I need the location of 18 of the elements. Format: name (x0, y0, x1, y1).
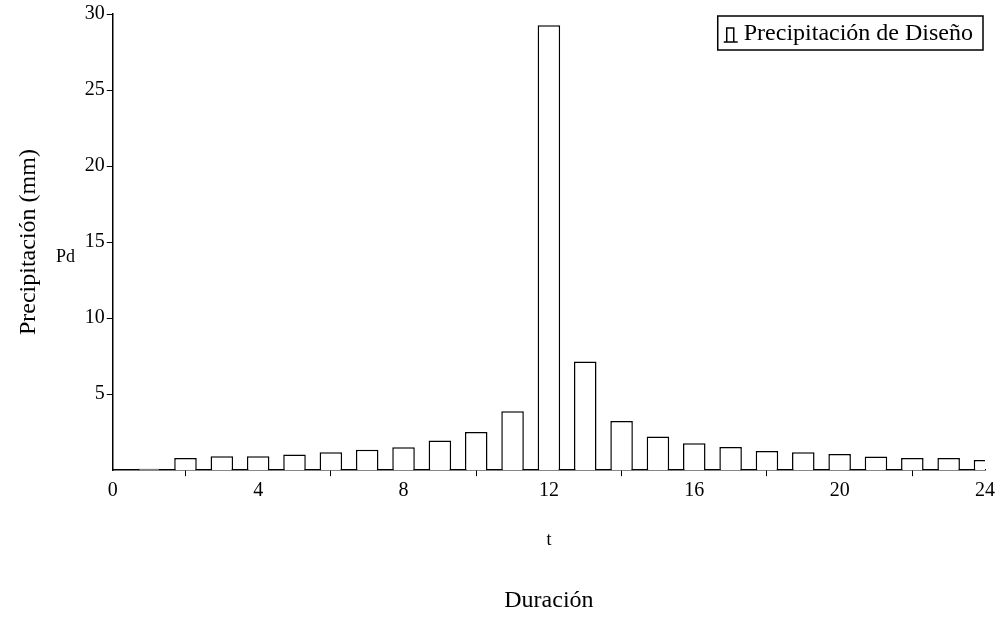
y-axis-title: Precipitación (mm) (13, 149, 40, 336)
y-tick-label: 20 (84, 153, 105, 176)
text: Precipitación de Diseño (743, 19, 973, 46)
x-tick-label: 12 (538, 478, 559, 501)
y-tick-label: 15 (84, 229, 105, 252)
x-tick-label: 0 (107, 478, 118, 501)
y-tick-label: 25 (84, 77, 105, 100)
x-tick-label: 16 (684, 478, 705, 501)
x-tick-label: 20 (829, 478, 850, 501)
x-tick-label: 4 (253, 478, 264, 501)
text: Pd (56, 245, 76, 266)
y-tick-label: 30 (84, 1, 105, 24)
text: t (546, 528, 552, 549)
x-tick-label: 8 (398, 478, 409, 501)
y-tick-label: 5 (94, 381, 105, 404)
x-axis-title: Duración (504, 585, 594, 612)
x-tick-label: 24 (975, 478, 995, 501)
y-tick-label: 10 (84, 305, 105, 328)
